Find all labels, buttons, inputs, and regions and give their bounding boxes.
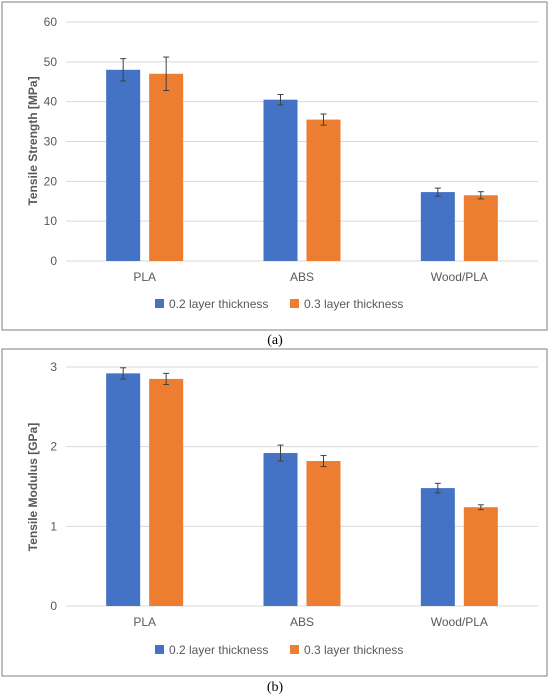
- y-tick-label: 2: [50, 440, 57, 454]
- error-bar: [320, 113, 327, 126]
- legend-swatch: [290, 645, 299, 654]
- plot-area-b: 0 1 2 3 PLA ABS Wood/PLA: [50, 360, 538, 629]
- x-category-label: PLA: [133, 615, 156, 629]
- error-bar: [277, 444, 284, 462]
- y-tick-label: 20: [44, 174, 58, 188]
- x-category-label: Wood/PLA: [431, 615, 488, 629]
- chart-panel-a: 0 10 20 30 40 50 60 PLA ABS Wood/PLA Tensile Stre…: [1, 1, 548, 348]
- error-bar: [434, 482, 441, 494]
- legend-label: 0.3 layer thickness: [304, 297, 403, 311]
- legend-a: 0.2 layer thickness 0.3 layer thickness: [155, 297, 403, 311]
- legend-b: 0.2 layer thickness 0.3 layer thickness: [155, 643, 403, 657]
- panel-label-b: (b): [267, 680, 284, 695]
- legend-item: 0.3 layer thickness: [290, 643, 403, 657]
- y-axis-label-a: Tensile Strength [MPa]: [26, 76, 40, 205]
- bar: [149, 378, 184, 606]
- error-bar: [163, 372, 170, 386]
- y-tick-label: 1: [50, 519, 57, 533]
- panel-label-a: (a): [267, 333, 283, 348]
- legend-swatch: [290, 299, 299, 308]
- bar: [263, 453, 298, 606]
- x-category-label: Wood/PLA: [431, 270, 488, 284]
- error-bar: [163, 56, 170, 92]
- legend-item: 0.2 layer thickness: [155, 643, 268, 657]
- x-category-label: PLA: [133, 270, 156, 284]
- legend-swatch: [155, 299, 164, 308]
- error-bar: [120, 367, 127, 380]
- y-tick-label: 60: [44, 15, 58, 29]
- y-tick-label: 10: [44, 214, 58, 228]
- y-tick-label: 30: [44, 135, 58, 149]
- legend-item: 0.2 layer thickness: [155, 297, 268, 311]
- legend-label: 0.2 layer thickness: [169, 643, 268, 657]
- plot-area-a: 0 10 20 30 40 50 60 PLA ABS Wood/PLA: [44, 15, 538, 284]
- legend-swatch: [155, 645, 164, 654]
- bar: [463, 507, 498, 606]
- y-tick-label: 0: [50, 599, 57, 613]
- y-tick-label: 3: [50, 360, 57, 374]
- x-category-label: ABS: [290, 270, 314, 284]
- bar: [306, 119, 341, 261]
- legend-item: 0.3 layer thickness: [290, 297, 403, 311]
- y-tick-label: 0: [50, 254, 57, 268]
- y-tick-label: 40: [44, 95, 58, 109]
- bar: [463, 195, 498, 261]
- legend-label: 0.2 layer thickness: [169, 297, 268, 311]
- chart-panel-b: 0 1 2 3 PLA ABS Wood/PLA Tensile Modulus [GPa]…: [1, 348, 548, 695]
- bar: [420, 192, 455, 261]
- bar: [149, 73, 184, 262]
- y-axis-label-b: Tensile Modulus [GPa]: [26, 423, 40, 551]
- y-tick-label: 50: [44, 55, 58, 69]
- error-bar: [477, 191, 484, 200]
- error-bar: [477, 504, 484, 511]
- error-bar: [434, 187, 441, 197]
- bar: [263, 99, 298, 261]
- bar: [106, 69, 141, 261]
- bar: [106, 373, 141, 606]
- error-bar: [277, 93, 284, 106]
- x-category-label: ABS: [290, 615, 314, 629]
- error-bar: [120, 58, 127, 82]
- error-bar: [320, 454, 327, 468]
- legend-label: 0.3 layer thickness: [304, 643, 403, 657]
- bar: [420, 488, 455, 606]
- bar: [306, 461, 341, 606]
